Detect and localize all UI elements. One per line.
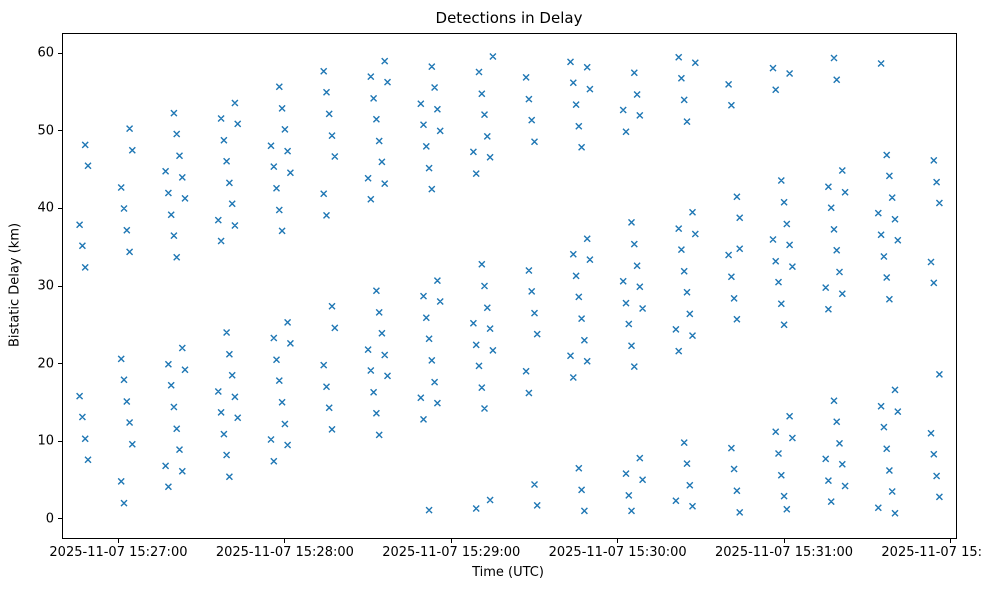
x-tick-mark xyxy=(783,539,785,543)
scatter-markers xyxy=(76,53,943,517)
y-tick-mark xyxy=(58,207,62,209)
x-tick-mark xyxy=(617,539,619,543)
y-tick-mark xyxy=(58,285,62,287)
y-tick-mark xyxy=(58,130,62,132)
x-axis-label: Time (UTC) xyxy=(472,565,544,580)
x-tick-label: 2025-11-07 15:31:00 xyxy=(715,545,854,560)
chart-title: Detections in Delay xyxy=(435,9,583,27)
x-tick-label: 2025-11-07 15:28:00 xyxy=(215,545,354,560)
y-tick-label: 30 xyxy=(37,278,54,294)
y-tick-label: 60 xyxy=(37,45,54,61)
x-tick-mark xyxy=(284,539,286,543)
x-tick-mark xyxy=(450,539,452,543)
x-tick-label: 2025-11-07 15:32:00 xyxy=(881,545,983,560)
x-tick-mark xyxy=(949,539,951,543)
y-tick-mark xyxy=(58,363,62,365)
y-tick-label: 40 xyxy=(37,200,54,216)
y-tick-label: 0 xyxy=(45,511,54,527)
x-tick-label: 2025-11-07 15:29:00 xyxy=(382,545,521,560)
y-tick-label: 20 xyxy=(37,356,54,372)
y-tick-mark xyxy=(58,52,62,54)
y-tick-label: 50 xyxy=(37,123,54,139)
plot-area xyxy=(62,33,957,539)
x-tick-label: 2025-11-07 15:30:00 xyxy=(548,545,687,560)
y-tick-label: 10 xyxy=(37,433,54,449)
x-tick-label: 2025-11-07 15:27:00 xyxy=(49,545,188,560)
scatter-points-layer xyxy=(76,53,943,517)
y-tick-mark xyxy=(58,518,62,520)
y-tick-mark xyxy=(58,440,62,442)
x-tick-mark xyxy=(117,539,119,543)
